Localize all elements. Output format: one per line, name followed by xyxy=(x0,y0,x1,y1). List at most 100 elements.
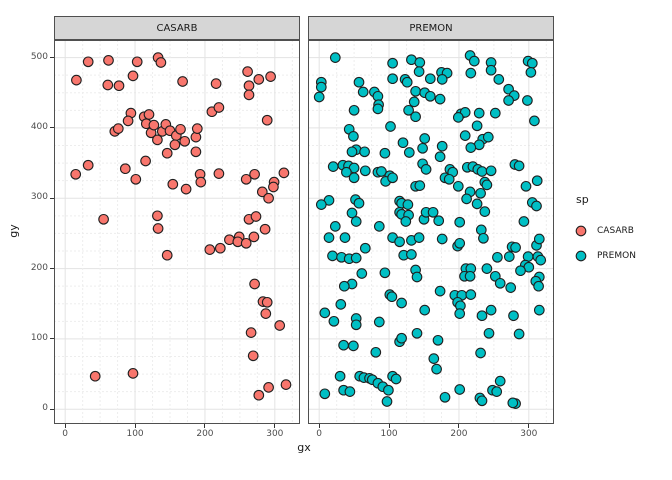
x-tick-label: 0 xyxy=(316,429,323,439)
data-point-premon xyxy=(414,180,426,191)
data-point-premon xyxy=(346,207,358,219)
data-point-premon xyxy=(397,137,409,149)
data-point-premon xyxy=(508,310,519,322)
x-tick-mark xyxy=(528,424,530,428)
data-point-premon xyxy=(323,232,335,243)
data-point-premon xyxy=(406,249,417,260)
data-point-premon xyxy=(356,268,368,279)
data-point-casarb xyxy=(148,119,160,131)
data-point-premon xyxy=(433,215,445,227)
data-point-premon xyxy=(335,299,347,310)
data-point-premon xyxy=(434,151,446,163)
data-point-casarb xyxy=(247,350,259,362)
data-point-premon xyxy=(454,308,466,319)
data-point-premon xyxy=(338,280,350,292)
data-point-premon xyxy=(436,74,448,85)
data-point-casarb xyxy=(167,178,179,190)
data-point-premon xyxy=(387,172,398,184)
panel-casarb-plot xyxy=(54,40,300,424)
legend-item-premon: PREMON xyxy=(572,243,636,268)
data-point-casarb xyxy=(253,389,265,401)
data-point-premon xyxy=(452,180,464,192)
data-point-casarb xyxy=(190,146,202,158)
data-point-premon xyxy=(386,291,398,303)
data-point-casarb xyxy=(177,76,188,87)
data-point-premon xyxy=(396,297,407,309)
data-point-premon xyxy=(413,232,425,243)
data-point-premon xyxy=(385,121,396,132)
legend-label-casarb: CASARB xyxy=(597,225,634,236)
y-tick-label: 0 xyxy=(42,403,48,414)
data-point-premon xyxy=(370,346,382,358)
data-point-premon xyxy=(372,103,384,115)
data-point-premon xyxy=(476,395,488,407)
data-point-premon xyxy=(436,140,448,152)
data-point-premon xyxy=(338,339,349,351)
data-point-premon xyxy=(327,250,338,262)
data-point-premon xyxy=(481,179,493,191)
data-point-casarb xyxy=(259,223,271,235)
data-point-casarb xyxy=(102,79,114,91)
data-point-premon xyxy=(526,57,538,69)
data-point-premon xyxy=(489,107,501,119)
data-point-premon xyxy=(396,332,407,344)
data-point-premon xyxy=(417,142,428,154)
data-point-premon xyxy=(379,147,391,159)
data-point-casarb xyxy=(213,102,225,113)
data-point-premon xyxy=(503,95,514,106)
data-point-premon xyxy=(494,277,506,289)
data-point-premon xyxy=(454,384,466,395)
data-point-premon xyxy=(454,237,466,249)
data-point-casarb xyxy=(103,55,114,66)
data-point-casarb xyxy=(70,168,82,180)
data-point-casarb xyxy=(265,71,276,82)
legend-title: sp xyxy=(576,193,589,206)
data-point-premon xyxy=(459,130,471,141)
x-tick-label: 300 xyxy=(266,429,284,439)
data-point-casarb xyxy=(261,296,273,308)
data-point-premon xyxy=(531,200,542,212)
data-point-casarb xyxy=(98,213,109,225)
data-point-premon xyxy=(431,363,442,375)
data-point-casarb xyxy=(119,163,131,175)
y-tick-mark xyxy=(50,197,54,199)
data-point-casarb xyxy=(130,173,142,185)
facet-strip-premon: PREMON xyxy=(308,16,554,40)
data-point-premon xyxy=(513,160,525,172)
data-point-casarb xyxy=(161,249,173,261)
data-point-premon xyxy=(381,396,393,407)
data-point-casarb xyxy=(112,123,124,134)
data-point-premon xyxy=(402,199,414,210)
panel-premon-plot xyxy=(308,40,554,424)
data-point-premon xyxy=(522,95,533,106)
x-tick-mark xyxy=(64,424,66,428)
y-tick-mark xyxy=(50,57,54,59)
data-point-premon xyxy=(479,206,491,217)
data-point-casarb xyxy=(204,244,216,255)
data-point-casarb xyxy=(152,223,164,234)
data-point-premon xyxy=(493,74,505,85)
data-point-casarb xyxy=(253,74,265,85)
data-point-premon xyxy=(359,146,370,158)
data-point-casarb xyxy=(242,66,253,77)
facet-strip-casarb: CASARB xyxy=(54,16,300,40)
data-point-casarb xyxy=(127,368,139,379)
data-point-casarb xyxy=(113,80,125,92)
data-point-premon xyxy=(350,252,362,264)
data-point-premon xyxy=(394,236,405,248)
facet-strip-casarb-label: CASARB xyxy=(156,22,198,34)
data-point-premon xyxy=(427,206,439,218)
data-point-premon xyxy=(401,76,413,88)
data-point-casarb xyxy=(155,57,167,68)
legend-item-casarb: CASARB xyxy=(572,218,636,243)
x-tick-mark xyxy=(274,424,276,428)
data-point-premon xyxy=(485,165,497,177)
data-point-casarb xyxy=(240,237,252,249)
y-tick-label: 200 xyxy=(30,262,48,273)
data-point-premon xyxy=(475,187,486,199)
data-point-premon xyxy=(471,120,483,132)
data-point-premon xyxy=(403,147,415,158)
data-point-premon xyxy=(468,55,480,67)
data-point-premon xyxy=(390,373,402,385)
